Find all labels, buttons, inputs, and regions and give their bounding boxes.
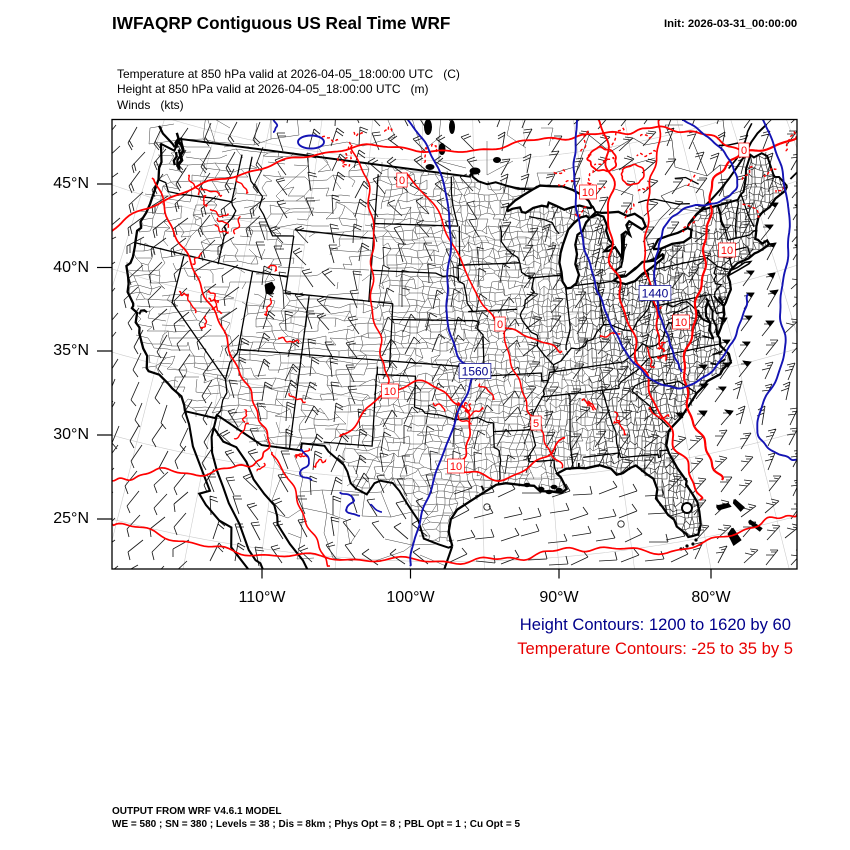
svg-text:10: 10	[675, 317, 687, 329]
svg-text:0: 0	[399, 175, 405, 187]
svg-text:10: 10	[450, 461, 462, 473]
svg-text:5: 5	[533, 418, 539, 430]
svg-text:0: 0	[497, 319, 503, 331]
svg-text:1560: 1560	[462, 364, 489, 378]
svg-text:0: 0	[741, 145, 747, 157]
svg-text:1440: 1440	[642, 286, 669, 300]
svg-text:10: 10	[582, 187, 594, 199]
svg-text:10: 10	[384, 386, 396, 398]
svg-text:10: 10	[721, 245, 733, 257]
